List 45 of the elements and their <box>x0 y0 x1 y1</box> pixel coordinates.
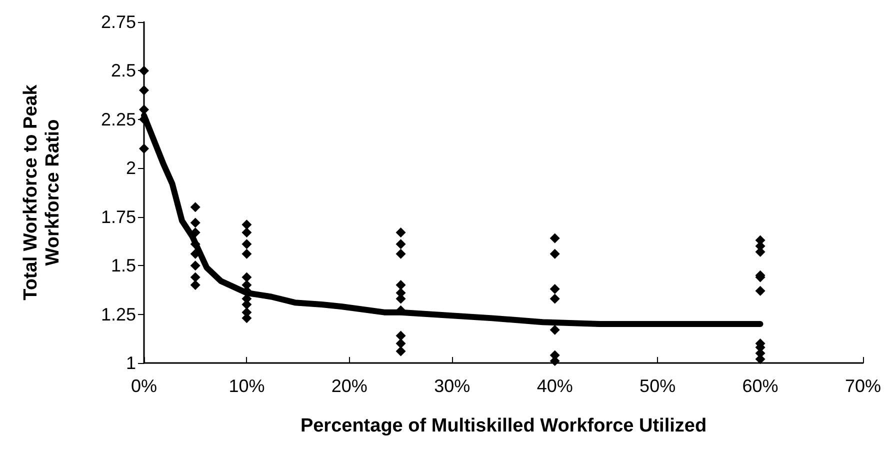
point <box>139 66 149 76</box>
point <box>396 239 406 250</box>
point <box>550 284 560 294</box>
x-tick-label: 10% <box>228 376 265 396</box>
point <box>550 248 560 259</box>
x-tick-label: 20% <box>331 376 368 396</box>
y-tick-label: 2.5 <box>110 60 136 81</box>
x-tick-label: 70% <box>844 376 882 396</box>
point <box>242 272 252 282</box>
y-tick-label: 1 <box>126 353 136 373</box>
point <box>190 218 200 228</box>
point <box>396 346 406 356</box>
point <box>242 227 252 238</box>
point <box>190 260 200 271</box>
point <box>190 272 200 282</box>
y-tick-label: 1.25 <box>100 304 136 324</box>
point <box>550 233 560 244</box>
y-tick-label: 1.75 <box>100 206 136 227</box>
point <box>190 280 200 290</box>
point <box>242 220 252 230</box>
point <box>139 85 149 96</box>
point <box>190 202 200 212</box>
y-tick-label: 2.25 <box>100 109 136 130</box>
y-tick-label: 2.75 <box>100 12 136 32</box>
x-tick-label: 0% <box>130 376 158 396</box>
x-tick-label: 40% <box>536 376 573 396</box>
x-tick-label: 60% <box>742 376 778 396</box>
x-tick-label: 50% <box>640 376 676 396</box>
point <box>396 248 406 259</box>
point <box>396 330 406 341</box>
point <box>396 338 406 349</box>
point <box>396 280 406 290</box>
x-tick-label: 30% <box>434 376 470 396</box>
point <box>550 324 560 335</box>
point <box>242 239 252 250</box>
x-axis-title: Percentage of Multiskilled Workforce Utilized <box>300 416 707 436</box>
point <box>242 248 252 259</box>
y-axis-title: Total Workforce to Peak Workforce Ratio <box>20 84 64 300</box>
y-tick-label: 1.5 <box>110 256 136 276</box>
point <box>396 305 406 316</box>
y-tick-label: 2 <box>126 158 136 178</box>
point <box>396 227 406 238</box>
point <box>755 286 766 296</box>
point <box>550 294 560 304</box>
point <box>139 144 149 154</box>
